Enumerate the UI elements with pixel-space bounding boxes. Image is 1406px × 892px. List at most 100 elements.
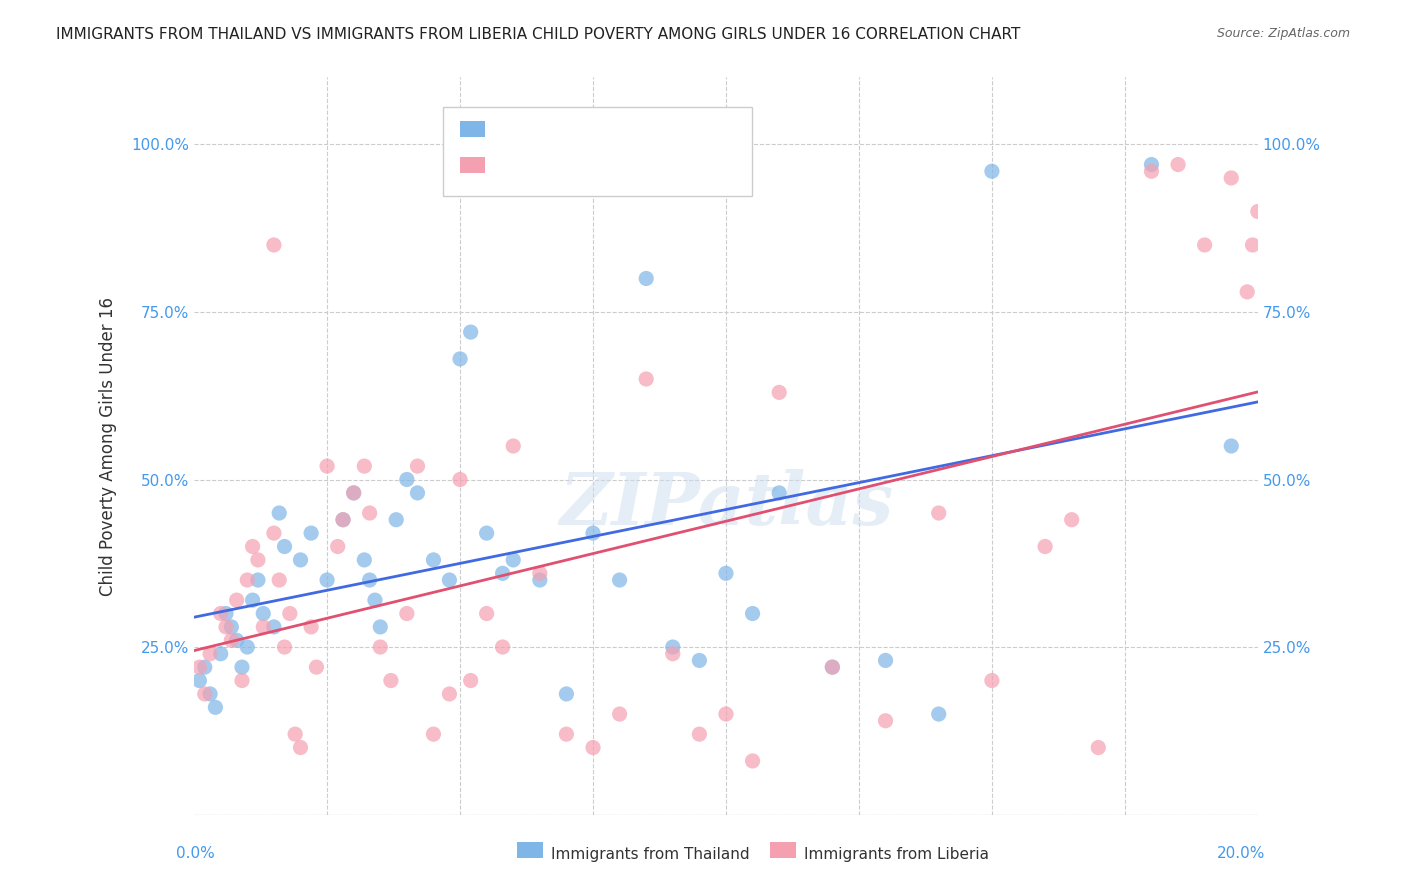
Point (768, 385, 790, 400)
Text: N =: N = (589, 152, 628, 170)
Point (714, 706, 737, 721)
Point (316, 459, 339, 474)
Point (269, 506, 291, 520)
Point (252, 620, 274, 634)
Point (662, 640, 685, 654)
Point (263, 526, 285, 541)
Point (332, 513, 354, 527)
Point (460, 325, 482, 339)
Point (875, 714, 897, 728)
Point (364, 593, 387, 607)
Point (555, 727, 578, 741)
Point (475, 607, 498, 621)
Point (231, 660, 253, 674)
Point (305, 660, 328, 674)
Point (980, 673, 1002, 688)
Text: R =: R = (494, 152, 533, 170)
Point (246, 573, 269, 587)
Point (395, 607, 418, 621)
Point (688, 653, 710, 667)
Point (662, 647, 685, 661)
Point (326, 540, 349, 554)
Point (422, 553, 444, 567)
Point (316, 573, 339, 587)
Point (449, 351, 471, 366)
Point (273, 640, 295, 654)
Point (875, 653, 897, 667)
Text: Immigrants from Liberia: Immigrants from Liberia (804, 847, 990, 862)
Point (821, 660, 844, 674)
Point (980, 164, 1002, 178)
Point (1247, 204, 1270, 219)
Point (278, 607, 301, 621)
Point (475, 526, 498, 541)
Point (299, 526, 322, 541)
Text: 20.0%: 20.0% (1218, 846, 1265, 861)
Text: ZIPatlas: ZIPatlas (560, 469, 893, 541)
Point (1087, 740, 1109, 755)
Point (385, 513, 408, 527)
Text: 0.368: 0.368 (529, 116, 586, 135)
Point (688, 727, 710, 741)
Point (1140, 164, 1163, 178)
Point (1236, 285, 1258, 299)
Point (636, 271, 658, 285)
Point (263, 238, 285, 252)
Point (582, 740, 605, 755)
Point (353, 459, 375, 474)
Point (609, 573, 631, 587)
Point (460, 673, 482, 688)
Text: IMMIGRANTS FROM THAILAND VS IMMIGRANTS FROM LIBERIA CHILD POVERTY AMONG GIRLS UN: IMMIGRANTS FROM THAILAND VS IMMIGRANTS F… (56, 27, 1021, 42)
Point (491, 640, 513, 654)
Text: 62: 62 (627, 152, 652, 170)
Point (368, 620, 391, 634)
Point (502, 553, 524, 567)
Point (188, 673, 211, 688)
Point (395, 473, 418, 487)
Point (246, 553, 269, 567)
Point (215, 620, 238, 634)
Point (582, 526, 605, 541)
Point (194, 687, 217, 701)
Point (555, 687, 578, 701)
Point (439, 573, 461, 587)
Point (273, 540, 295, 554)
Point (406, 459, 429, 474)
Point (529, 566, 551, 581)
Point (290, 553, 312, 567)
Point (209, 647, 232, 661)
Point (768, 486, 790, 500)
Point (502, 439, 524, 453)
Point (609, 706, 631, 721)
Point (714, 566, 737, 581)
Point (636, 372, 658, 386)
Point (529, 573, 551, 587)
Point (741, 607, 763, 621)
Point (1220, 439, 1243, 453)
Text: N =: N = (589, 116, 628, 135)
Point (343, 486, 366, 500)
Point (236, 573, 259, 587)
Point (236, 640, 259, 654)
Text: Immigrants from Thailand: Immigrants from Thailand (551, 847, 749, 862)
Point (359, 573, 381, 587)
Point (1140, 157, 1163, 171)
Point (1194, 238, 1216, 252)
Point (821, 660, 844, 674)
Point (1033, 540, 1056, 554)
Point (231, 673, 253, 688)
Point (439, 687, 461, 701)
Text: 0.582: 0.582 (529, 152, 586, 170)
Text: R =: R = (494, 116, 533, 135)
Point (359, 506, 381, 520)
Point (332, 513, 354, 527)
Point (741, 754, 763, 768)
Point (242, 593, 264, 607)
Point (1060, 513, 1083, 527)
Point (242, 540, 264, 554)
Point (269, 573, 291, 587)
Point (225, 633, 247, 648)
Text: Source: ZipAtlas.com: Source: ZipAtlas.com (1216, 27, 1350, 40)
Y-axis label: Child Poverty Among Girls Under 16: Child Poverty Among Girls Under 16 (100, 296, 117, 596)
Point (225, 593, 247, 607)
